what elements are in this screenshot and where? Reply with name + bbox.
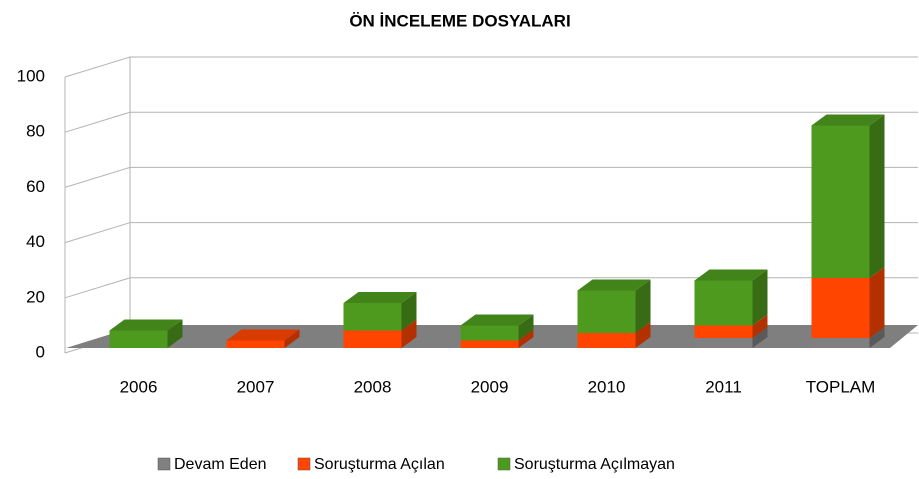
bar-segment <box>694 327 768 348</box>
bar-top <box>694 269 768 281</box>
bar-front <box>577 290 636 333</box>
bar-side <box>869 327 885 348</box>
bar-front <box>694 338 753 348</box>
y-tick-label: 100 <box>17 66 45 85</box>
grid-line <box>64 277 918 299</box>
bar-segment <box>343 319 417 348</box>
bar-front <box>460 325 519 341</box>
y-tick-label: 40 <box>26 232 45 251</box>
bar-segment <box>811 327 885 348</box>
bar-segment <box>460 314 534 341</box>
x-tick-label: 2011 <box>705 377 742 396</box>
bar-front <box>811 125 870 278</box>
x-tick-label: TOPLAM <box>806 377 876 396</box>
y-tick-label: 80 <box>26 122 45 141</box>
bar-side <box>869 267 885 338</box>
bar-side <box>167 319 183 348</box>
x-tick-label: 2007 <box>237 377 275 396</box>
chart-title: ÖN İNCELEME DOSYALARI <box>349 11 570 30</box>
bar-side <box>401 319 417 348</box>
bar-top <box>109 319 183 331</box>
bar-top <box>226 329 300 341</box>
bar-top <box>577 279 651 291</box>
bar-side <box>869 114 885 278</box>
bar-segment <box>694 314 768 338</box>
bar-top <box>343 292 417 303</box>
bar-segment <box>811 114 885 278</box>
x-tick-label: 2009 <box>471 377 509 396</box>
bar-side <box>284 329 300 348</box>
legend-swatch <box>497 457 511 471</box>
bar-segment <box>109 319 183 348</box>
grid-line <box>64 56 918 78</box>
bar-side <box>635 279 651 333</box>
grid-line <box>64 222 918 244</box>
bar-segment <box>811 267 885 338</box>
bar-front <box>226 340 285 348</box>
bar-top <box>811 114 885 126</box>
bar-segment <box>694 269 768 326</box>
bar-side <box>752 314 768 338</box>
bar-segment <box>577 322 651 348</box>
bar-front <box>577 333 636 348</box>
bar-side <box>635 322 651 348</box>
x-tick-label: 2006 <box>120 377 158 396</box>
bar-side <box>518 314 534 341</box>
y-tick-label: 60 <box>26 177 45 196</box>
grid-line <box>64 166 918 188</box>
y-tick-label: 20 <box>26 287 45 306</box>
legend-label: Soruşturma Açılmayan <box>514 456 675 473</box>
y-tick-label: 0 <box>36 342 45 361</box>
legend-swatch <box>157 457 171 471</box>
bar-front <box>460 340 519 348</box>
bar-top <box>460 314 534 326</box>
bar-front <box>694 325 753 338</box>
bar-front <box>694 280 753 326</box>
legend-label: Devam Eden <box>174 456 267 473</box>
grid-line <box>64 111 918 133</box>
legend-label: Soruşturma Açılan <box>314 456 445 473</box>
x-tick-label: 2008 <box>354 377 392 396</box>
bar-segment <box>226 329 300 348</box>
bar-side <box>752 327 768 348</box>
bar-front <box>343 330 402 348</box>
bar-segment <box>577 279 651 333</box>
bar-segment <box>460 329 534 348</box>
bar-front <box>109 330 168 348</box>
bar-front <box>811 278 870 338</box>
x-tick-label: 2010 <box>588 377 626 396</box>
bar-side <box>518 329 534 348</box>
bar-segment <box>343 292 417 331</box>
bar-front <box>343 303 402 331</box>
bar-side <box>401 292 417 331</box>
bar-front <box>811 338 870 348</box>
bar-side <box>752 269 768 326</box>
legend-swatch <box>297 457 311 471</box>
